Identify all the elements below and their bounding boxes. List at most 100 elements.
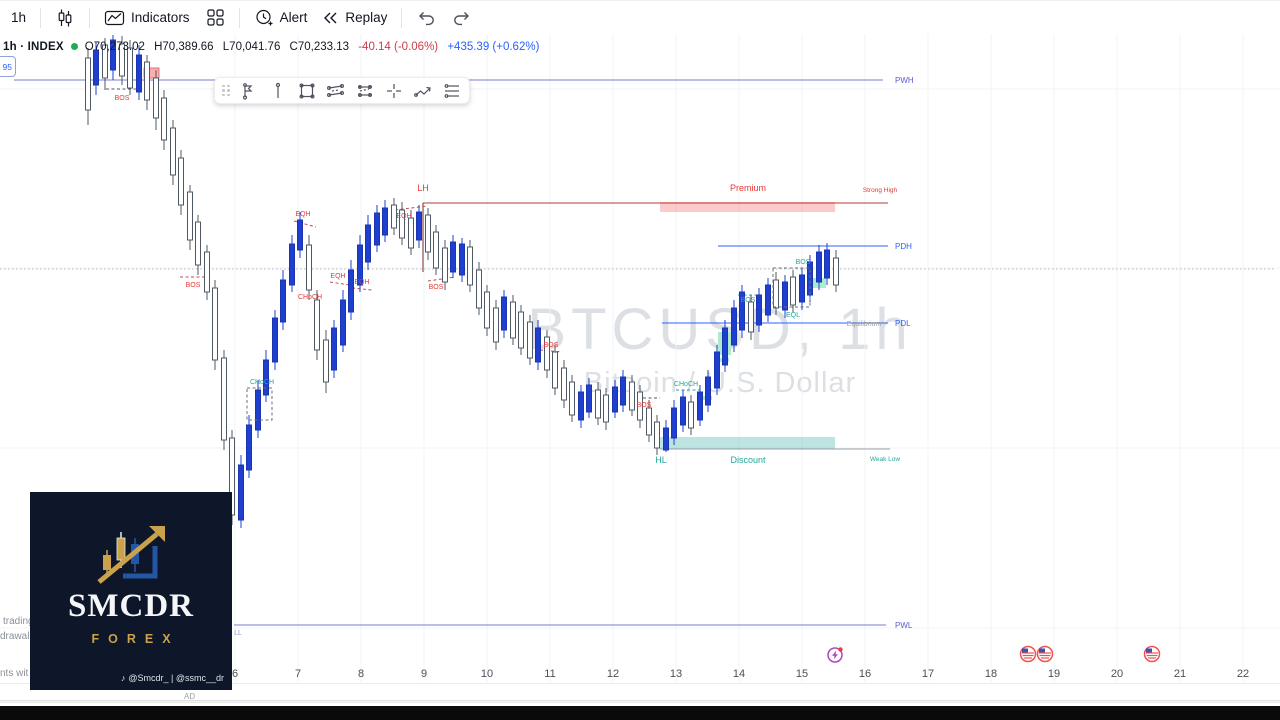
x-axis-label: 7 xyxy=(295,668,301,680)
structure-dash-line xyxy=(394,205,428,211)
economic-event-flag-icon[interactable] xyxy=(1036,645,1054,663)
trend-arrow-tool-icon[interactable] xyxy=(413,81,433,101)
redo-icon xyxy=(452,10,472,26)
alert-label: Alert xyxy=(279,10,308,25)
candle-body xyxy=(799,274,805,303)
candle-body xyxy=(246,424,252,471)
vertical-line-tool-icon[interactable] xyxy=(268,81,288,101)
drag-handle[interactable] xyxy=(222,84,230,97)
candle-body xyxy=(493,307,499,343)
session-change-value: +435.39 (+0.62%) xyxy=(447,40,540,53)
chart-bottom-divider xyxy=(0,683,1280,684)
toolbar-divider xyxy=(238,7,240,28)
x-axis-label: 21 xyxy=(1174,668,1186,680)
chart-annotation-label: EQL xyxy=(786,312,800,319)
candle-body xyxy=(722,327,728,366)
crosshair-tool-icon[interactable] xyxy=(384,81,404,101)
candle-body xyxy=(110,39,116,71)
x-axis-label: 15 xyxy=(796,668,808,680)
candle-body xyxy=(212,287,218,361)
logo-title: SMCDR xyxy=(68,588,194,624)
ad-tag: AD xyxy=(184,692,196,701)
candle-body xyxy=(705,376,711,406)
x-axis-label: 11 xyxy=(544,668,555,680)
change-value: -40.14 (-0.06%) xyxy=(358,40,439,53)
candle-body xyxy=(348,269,354,313)
candle-body xyxy=(365,224,371,263)
replay-label: Replay xyxy=(345,10,388,25)
redo-button[interactable] xyxy=(445,7,479,29)
candle-body xyxy=(195,221,201,266)
candle-body xyxy=(178,157,184,206)
chart-annotation-label: BOS xyxy=(115,95,130,102)
bottom-black-bar xyxy=(0,706,1280,720)
parallel-channel-tool-icon[interactable] xyxy=(326,81,346,101)
candle-body xyxy=(646,407,652,436)
rectangle-tool-icon[interactable] xyxy=(297,81,317,101)
candle-body xyxy=(663,427,669,451)
timeframe-button[interactable]: 1h xyxy=(4,7,33,28)
high-value: H70,389.66 xyxy=(154,40,214,53)
horizontal-rays-tool-icon[interactable] xyxy=(442,81,462,101)
candle-body xyxy=(170,127,176,176)
candle-body xyxy=(280,279,286,323)
candle-body xyxy=(595,389,601,419)
economic-event-flag-icon[interactable] xyxy=(1019,645,1037,663)
candle-body xyxy=(119,43,125,77)
candle-body xyxy=(382,207,388,236)
replay-button[interactable]: Replay xyxy=(316,7,394,28)
alert-button[interactable]: Alert xyxy=(247,5,315,31)
flat-channel-tool-icon[interactable] xyxy=(355,81,375,101)
economic-event-flag-icon[interactable] xyxy=(1143,645,1161,663)
undo-button[interactable] xyxy=(409,7,443,29)
layout-grid-button[interactable] xyxy=(199,5,232,30)
candle-body xyxy=(510,301,516,339)
drawing-toolbar xyxy=(214,77,470,104)
object-tree-icon[interactable] xyxy=(239,81,259,101)
rewind-icon xyxy=(323,11,339,25)
candle-body xyxy=(221,357,227,441)
symbol-name[interactable]: 1h · INDEX xyxy=(3,40,64,53)
logo-social-handles: ♪ @Smcdr_ | @ssmc__dr xyxy=(121,673,224,683)
candle-body xyxy=(688,401,694,429)
smcdr-logo-card: SMCDR FOREX ♪ @Smcdr_ | @ssmc__dr xyxy=(30,492,232,690)
ohlc-values: O70,273.02 H70,389.66 L70,041.76 C70,233… xyxy=(85,41,546,53)
structure-dash-line xyxy=(351,287,373,291)
candle-body xyxy=(748,301,754,333)
candle-body xyxy=(314,299,320,351)
chart-annotation-label: Premium xyxy=(730,183,766,193)
x-axis-label: 8 xyxy=(358,668,364,680)
consolidation-box xyxy=(772,267,811,308)
x-axis-label: 20 xyxy=(1111,668,1123,680)
candle-body xyxy=(569,381,575,416)
chart-annotation-label: Equilibrium xyxy=(847,321,882,328)
candle-body xyxy=(161,97,167,141)
candle-body xyxy=(476,269,482,309)
economic-event-bolt-icon[interactable] xyxy=(827,647,843,663)
x-axis-label: 19 xyxy=(1048,668,1060,680)
chart-annotation-label: CHoCH xyxy=(674,381,698,388)
indicators-button[interactable]: Indicators xyxy=(97,4,197,31)
low-value: L70,041.76 xyxy=(222,40,281,53)
candle-body xyxy=(680,396,686,426)
candle-body xyxy=(790,276,796,306)
timeframe-label: 1h xyxy=(11,10,27,25)
candle-body xyxy=(612,386,618,413)
candle-body xyxy=(297,219,303,251)
toolbar-divider xyxy=(401,7,403,28)
chart-type-button[interactable] xyxy=(48,5,82,31)
page-divider xyxy=(0,700,1280,703)
chart-annotation-label: BOS xyxy=(796,259,811,266)
candle-body xyxy=(714,351,720,389)
candle-body xyxy=(782,281,788,311)
toolbar-divider xyxy=(89,7,91,28)
tiktok-icon: ♪ xyxy=(120,673,126,683)
candle-body xyxy=(527,321,533,359)
candle-body xyxy=(442,247,448,283)
candle-body xyxy=(561,367,567,401)
chart-annotation-label: CHoCH xyxy=(250,379,274,386)
symbol-info-row: 1h · INDEX O70,273.02 H70,389.66 L70,041… xyxy=(3,39,545,54)
candle-body xyxy=(654,421,660,449)
candle-body xyxy=(756,294,762,326)
